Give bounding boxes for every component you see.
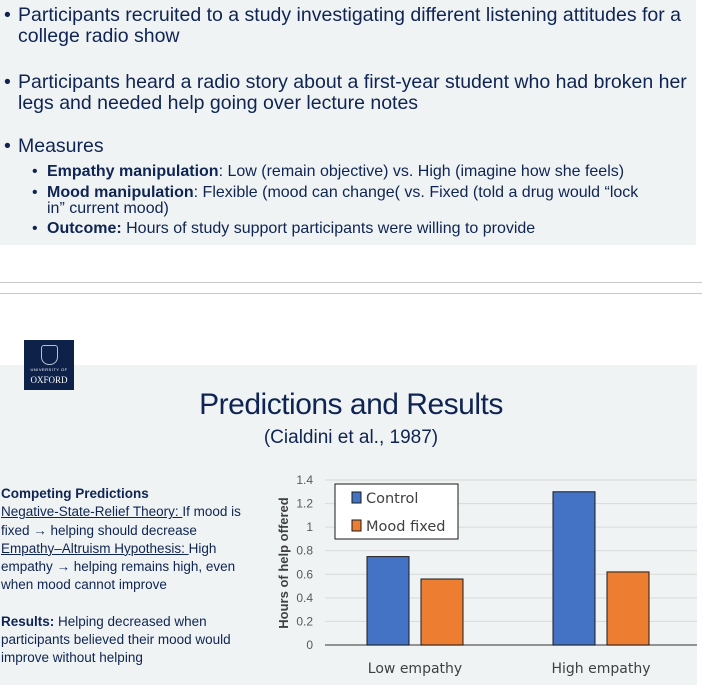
- y-tick-label: 0: [306, 638, 313, 652]
- results-label: Results:: [1, 613, 55, 629]
- divider: [0, 282, 702, 283]
- slide-subtitle: (Cialdini et al., 1987): [263, 427, 439, 448]
- sub-bullet-bold: Outcome:: [47, 220, 122, 237]
- sub-bullet-bold: Mood manipulation: [47, 184, 194, 201]
- bullet-text: Participants heard a radio story about a…: [18, 71, 687, 114]
- bullet: • Measures: [4, 135, 104, 157]
- results-text: Helping decreased when participants beli…: [1, 613, 231, 666]
- sub-bullet-text: Hours of study support participants were…: [121, 220, 536, 237]
- divider: [0, 293, 702, 294]
- legend-swatch: [351, 491, 362, 504]
- bullet-text: Participants recruited to a study invest…: [18, 4, 682, 47]
- nsr-label: Negative-State-Relief Theory:: [1, 504, 183, 520]
- sub-bullet: • Outcome: Hours of study support partici…: [32, 220, 536, 237]
- legend-swatch: [351, 519, 362, 532]
- sub-bullet-text: : Low (remain objective) vs. High (imagi…: [218, 163, 625, 180]
- y-tick-label: 0.6: [296, 567, 313, 581]
- legend-label: Control: [366, 491, 418, 507]
- bullet: • Participants heard a radio story about …: [4, 72, 696, 114]
- y-tick-label: 0.2: [296, 614, 313, 628]
- bar-mood-fixed: [420, 578, 464, 646]
- bullet: • Participants recruited to a study inves…: [4, 5, 696, 47]
- y-tick-label: 0.4: [296, 591, 313, 605]
- oxford-logo: UNIVERSITY OF OXFORD: [24, 340, 74, 390]
- logo-line1: UNIVERSITY OF: [30, 367, 68, 372]
- y-tick-label: 0.8: [296, 544, 313, 558]
- y-axis-label: Hours of help offered: [276, 497, 291, 629]
- crest-icon: [41, 345, 58, 365]
- logo-line2: OXFORD: [30, 375, 68, 385]
- ea-text: High empathy → helping remains high, eve…: [1, 540, 236, 593]
- bar-mood-fixed: [606, 571, 650, 646]
- legend-label: Mood fixed: [366, 519, 445, 535]
- x-tick-label: High empathy: [552, 661, 651, 677]
- y-tick-label: 1: [306, 520, 313, 534]
- nsr-text: If mood is fixed → helping should decrea…: [1, 504, 241, 538]
- bullet-text: Measures: [18, 135, 104, 157]
- competing-heading: Competing Predictions: [1, 486, 149, 501]
- predictions-text: Competing Predictions Negative-State-Rel…: [1, 485, 269, 668]
- bar-control: [552, 491, 596, 646]
- y-tick-label: 1.2: [296, 497, 313, 511]
- sub-bullet-bold: Empathy manipulation: [47, 163, 219, 180]
- sub-bullet-text: : Flexible (mood can change( vs. Fixed (…: [47, 184, 639, 217]
- slide-title: Predictions and Results: [199, 388, 503, 421]
- ea-label: Empathy–Altruism Hypothesis:: [1, 540, 189, 556]
- bar-control: [366, 556, 410, 646]
- top-slide-panel: • Participants recruited to a study inves…: [0, 0, 696, 245]
- x-tick-label: Low empathy: [368, 661, 462, 677]
- y-tick-label: 1.4: [296, 473, 313, 487]
- sub-bullet: • Mood manipulation: Flexible (mood can c…: [32, 184, 639, 217]
- sub-bullet: • Empathy manipulation: Low (remain objec…: [32, 163, 625, 180]
